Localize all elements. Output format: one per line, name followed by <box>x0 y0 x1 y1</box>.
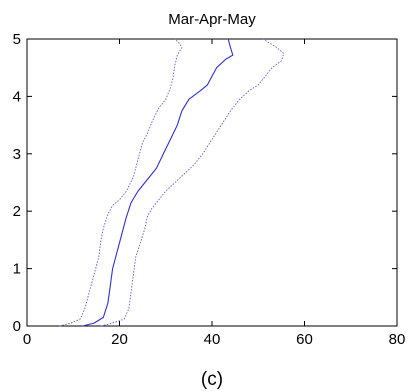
y-tick-label: 5 <box>13 31 21 48</box>
series-lines <box>59 38 285 327</box>
axis-ticks: 0 20 40 60 80 0 1 2 3 4 5 <box>13 31 406 348</box>
y-tick-label: 1 <box>13 261 21 278</box>
series-line-1 <box>59 38 183 327</box>
y-tick-label: 0 <box>13 318 21 335</box>
y-tick-label: 4 <box>13 88 21 105</box>
figure-caption: (c) <box>201 369 223 390</box>
series-line-2 <box>82 38 234 327</box>
x-tick-label: 0 <box>23 331 31 348</box>
x-tick-label: 60 <box>296 331 313 348</box>
x-tick-label: 80 <box>389 331 406 348</box>
y-tick-label: 3 <box>13 146 21 163</box>
x-tick-label: 20 <box>111 331 128 348</box>
series-line-3 <box>100 38 285 327</box>
x-tick-label: 40 <box>204 331 221 348</box>
plot-area-frame <box>26 38 398 327</box>
chart-title: Mar-Apr-May <box>168 11 256 28</box>
y-tick-label: 2 <box>13 203 21 220</box>
